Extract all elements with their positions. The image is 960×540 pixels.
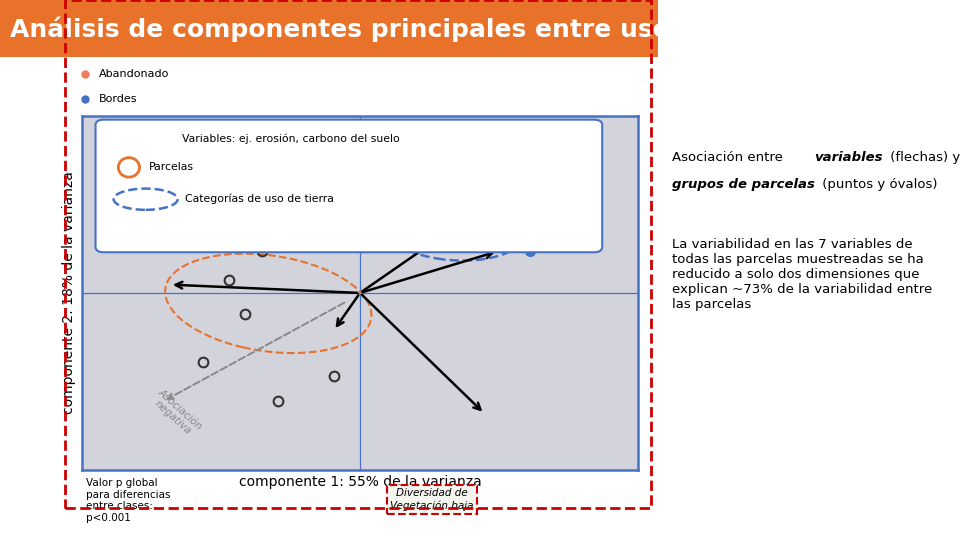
Text: Valor p global
para diferencias
entre clases:
p<0.001: Valor p global para diferencias entre cl… <box>86 478 171 523</box>
Text: Asociación
negativa: Asociación negativa <box>149 387 204 440</box>
Text: Bordes: Bordes <box>99 93 137 104</box>
X-axis label: componente 1: 55% de la varianza: componente 1: 55% de la varianza <box>239 475 481 489</box>
Text: La variabilidad en las 7 variables de
todas las parcelas muestreadas se ha
reduc: La variabilidad en las 7 variables de to… <box>672 238 932 310</box>
Text: Abandonado: Abandonado <box>99 69 169 79</box>
Text: Categorías de uso de tierra: Categorías de uso de tierra <box>184 194 333 205</box>
FancyBboxPatch shape <box>96 120 602 252</box>
Text: Análisis de componentes principales entre usos:: Análisis de componentes principales entr… <box>10 17 694 42</box>
Text: grupos de parcelas: grupos de parcelas <box>672 178 815 191</box>
Text: (puntos y óvalos): (puntos y óvalos) <box>818 178 937 191</box>
Text: variables: variables <box>814 151 882 164</box>
Text: Diversidad de
Vegetación baja: Diversidad de Vegetación baja <box>391 488 473 511</box>
Text: (flechas) y: (flechas) y <box>886 151 960 164</box>
Text: Asociación
positiva: Asociación positiva <box>490 117 545 170</box>
Text: Variables: ej. erosión, carbono del suelo: Variables: ej. erosión, carbono del suel… <box>181 134 399 144</box>
Y-axis label: componente 2: 18% de la varianza: componente 2: 18% de la varianza <box>62 172 76 414</box>
Text: Asociación entre: Asociación entre <box>672 151 787 164</box>
Text: Parcelas: Parcelas <box>149 163 193 172</box>
